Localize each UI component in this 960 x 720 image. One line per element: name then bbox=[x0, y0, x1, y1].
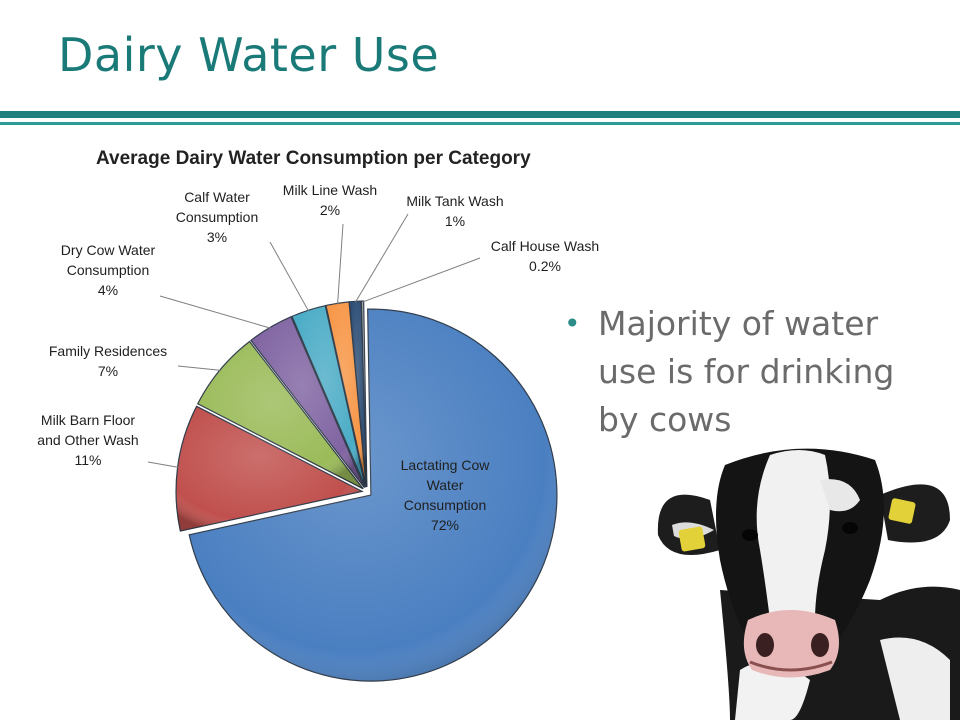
slice-label-line: Lactating Cow bbox=[401, 457, 491, 473]
label-leader-line bbox=[362, 257, 481, 303]
slice-label-line: Family Residences bbox=[49, 343, 167, 359]
slice-label: Family Residences 7% bbox=[49, 343, 167, 379]
slice-label-line: 3% bbox=[207, 229, 227, 245]
pie-slice-shading bbox=[189, 309, 557, 682]
slice-label-line: Consumption bbox=[176, 209, 259, 225]
bullet-marker: • bbox=[564, 307, 581, 340]
slice-label-line: 1% bbox=[445, 213, 465, 229]
label-leader-line bbox=[147, 461, 179, 468]
slice-label-line: 0.2% bbox=[529, 258, 561, 274]
pie-slice-shading bbox=[291, 305, 366, 488]
chart-title: Average Dairy Water Consumption per Cate… bbox=[96, 148, 531, 169]
bullet-item: • Majority of water use is for drinking … bbox=[562, 300, 922, 444]
cow-image bbox=[657, 448, 960, 720]
slice-label-line: Milk Barn Floor bbox=[41, 412, 135, 428]
slice-label-line: 72% bbox=[431, 517, 459, 533]
label-leader-line bbox=[159, 295, 271, 329]
slice-label-line: Consumption bbox=[404, 497, 487, 513]
label-leader-line bbox=[354, 213, 409, 303]
bullet-list: • Majority of water use is for drinking … bbox=[562, 300, 922, 444]
slice-label: Milk Barn Floor and Other Wash 11% bbox=[37, 412, 138, 468]
title-divider-thick bbox=[0, 111, 960, 118]
slice-label-line: Consumption bbox=[67, 262, 150, 278]
slice-label-line: 11% bbox=[75, 452, 102, 468]
slide-title: Dairy Water Use bbox=[58, 28, 440, 82]
pie-slice-shading bbox=[176, 406, 363, 532]
slice-label-line: and Other Wash bbox=[37, 432, 138, 448]
slice-label-line: 4% bbox=[98, 282, 118, 298]
pie-slice-shading bbox=[361, 301, 367, 488]
slice-label: Milk Line Wash 2% bbox=[283, 182, 377, 218]
slice-label: Dry Cow Water Consumption 4% bbox=[61, 242, 156, 298]
label-leader-line bbox=[337, 223, 344, 305]
slice-label: Lactating Cow Water Consumption 72% bbox=[401, 457, 491, 533]
slice-label-line: Calf Water bbox=[184, 189, 250, 205]
slice-label: Calf Water Consumption 3% bbox=[176, 189, 259, 245]
pie-slice-shading bbox=[250, 316, 365, 488]
slice-label-line: Calf House Wash bbox=[491, 238, 599, 254]
label-leader-line bbox=[269, 241, 310, 312]
pie-slice-shading bbox=[197, 341, 364, 489]
slice-label: Calf House Wash 0.2% bbox=[491, 238, 599, 274]
title-divider-thin bbox=[0, 122, 960, 125]
slice-label-line: Dry Cow Water bbox=[61, 242, 156, 258]
slice-label-line: 2% bbox=[320, 202, 340, 218]
slice-label: Milk Tank Wash 1% bbox=[406, 193, 503, 229]
pie-slice-shading bbox=[325, 301, 367, 488]
label-leader-line bbox=[177, 365, 222, 371]
slice-label-line: 7% bbox=[98, 363, 118, 379]
bullet-text: Majority of water use is for drinking by… bbox=[598, 304, 895, 439]
slice-label-line: Milk Tank Wash bbox=[406, 193, 503, 209]
slice-label-line: Water bbox=[427, 477, 464, 493]
slice-label-line: Milk Line Wash bbox=[283, 182, 377, 198]
